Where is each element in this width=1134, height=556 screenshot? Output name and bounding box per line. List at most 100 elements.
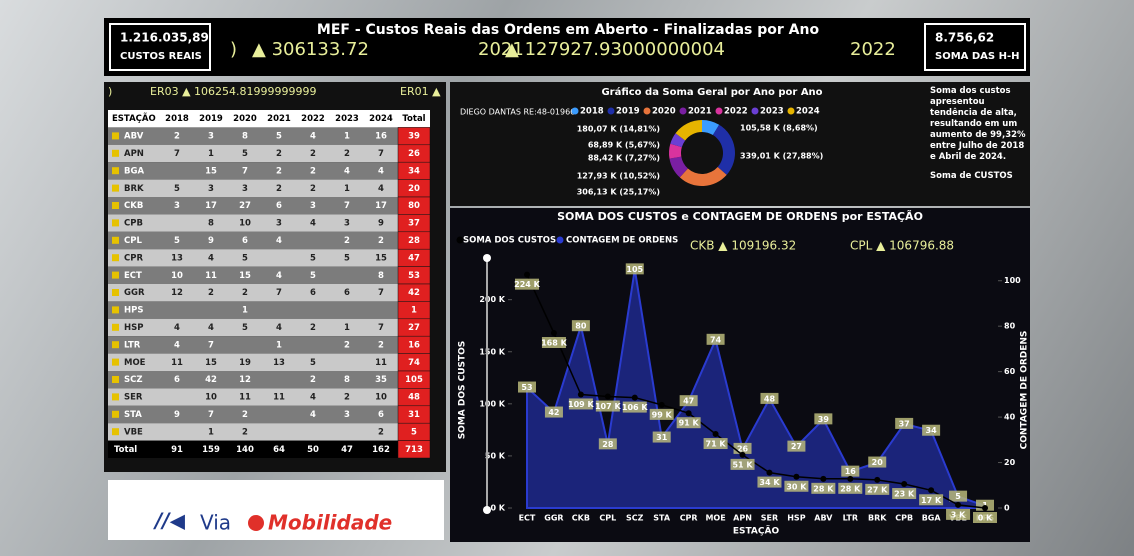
table-cell: 4: [310, 393, 316, 403]
table-cell: 91: [171, 445, 183, 455]
table-cell: LTR: [124, 340, 141, 350]
expand-icon: [112, 324, 119, 331]
axis-title: ESTAÇÃO: [733, 526, 780, 537]
x-tick-label: CPL: [599, 514, 616, 523]
table-cell: 1: [276, 340, 282, 350]
table-cell: 5: [276, 132, 282, 142]
table-cell: GGR: [124, 288, 145, 298]
data-label: 20: [872, 458, 884, 467]
chart-title: SOMA DOS CUSTOS e CONTAGEM DE ORDENS por…: [557, 210, 923, 223]
table-cell: 2: [276, 184, 282, 194]
table-cell: 47: [408, 253, 420, 263]
chart-title: Gráfico da Soma Geral por Ano por Ano: [601, 86, 822, 98]
data-label: 28 K: [840, 484, 861, 493]
line-point: [686, 410, 692, 416]
data-label: 5: [955, 492, 961, 501]
table-cell: 4: [208, 253, 214, 263]
data-label: 3 K: [951, 510, 966, 519]
expand-icon: [112, 150, 119, 157]
table-cell: 11: [171, 358, 183, 368]
table-cell: 9: [174, 410, 180, 420]
x-tick-label: SCZ: [626, 514, 644, 523]
table-cell: 8: [344, 375, 350, 385]
legend-swatch: [557, 237, 564, 244]
x-tick-label: STA: [653, 514, 671, 523]
legend-swatch: [644, 108, 651, 115]
table-cell: 11: [205, 271, 217, 281]
table-cell: 53: [408, 271, 420, 281]
data-label: 48: [764, 394, 776, 403]
table-cell: 1: [208, 427, 214, 437]
table-cell: MOE: [124, 358, 146, 368]
line-point: [605, 394, 611, 400]
table-cell: 105: [405, 375, 423, 385]
table-cell: 4: [174, 340, 180, 350]
data-label: 37: [899, 419, 910, 428]
axis-title: CONTAGEM DE ORDENS: [1020, 331, 1030, 450]
data-label: 39: [818, 415, 830, 424]
table-cell: HSP: [124, 323, 143, 333]
table-cell: 2: [174, 132, 180, 142]
table-cell: 1: [208, 149, 214, 159]
table-cell: 2: [242, 410, 248, 420]
table-cell: STA: [124, 410, 142, 420]
table-cell: 1: [344, 184, 350, 194]
x-tick-label: CPR: [680, 514, 698, 523]
data-label: 168 K: [541, 339, 567, 348]
ticker-text: CPL ▲ 106796.88: [850, 239, 954, 253]
table-cell: HPS: [124, 306, 143, 316]
data-label: 88,42 K (7,27%): [588, 154, 660, 163]
table-cell: 2: [344, 236, 350, 246]
card-label: SOMA DAS H-H: [935, 51, 1020, 62]
table-cell: 16: [375, 132, 387, 142]
expand-icon: [112, 359, 119, 366]
table-cell: 5: [174, 184, 180, 194]
table-cell: 2: [276, 166, 282, 176]
y-tick-label: 0 K: [490, 504, 505, 513]
data-label: 80: [575, 322, 587, 331]
x-tick-label: BGA: [922, 514, 942, 523]
line-point: [659, 402, 665, 408]
table-cell: 27: [239, 201, 251, 211]
line-point: [820, 476, 826, 482]
ticker-text: 2022: [850, 39, 896, 60]
data-label: 180,07 K (14,81%): [577, 125, 660, 134]
table-cell: 8: [378, 271, 384, 281]
table-cell: CPB: [124, 219, 143, 229]
x-tick-label: HSP: [787, 514, 805, 523]
legend-label: 2024: [796, 107, 820, 117]
table-cell: 4: [310, 132, 316, 142]
table-cell: 1: [411, 306, 417, 316]
table-cell: 5: [344, 253, 350, 263]
table-cell: 9: [378, 219, 384, 229]
card-value: 8.756,62: [935, 31, 994, 45]
logo-mark: //◀: [153, 509, 186, 533]
table-cell: 2: [378, 427, 384, 437]
title: MEF - Custos Reais das Ordens em Aberto …: [317, 22, 820, 38]
table-cell: 1: [242, 306, 248, 316]
y-tick-label: 100 K: [479, 399, 505, 408]
table-cell: VBE: [124, 427, 143, 437]
legend-swatch: [608, 108, 615, 115]
slider-handle: [483, 254, 491, 262]
table-cell: 5: [310, 253, 316, 263]
table-cell: 15: [375, 253, 387, 263]
table-cell: 5: [242, 323, 248, 333]
table-cell: 5: [310, 358, 316, 368]
author: DIEGO DANTAS RE:48-01966: [460, 108, 575, 117]
line-point: [793, 474, 799, 480]
column-header: Total: [402, 114, 425, 124]
table-cell: 12: [239, 375, 251, 385]
expand-icon: [112, 185, 119, 192]
expand-icon: [112, 237, 119, 244]
table-cell: 47: [341, 445, 353, 455]
table-cell: 2: [344, 340, 350, 350]
legend-label: 2018: [580, 107, 604, 117]
table-cell: 3: [208, 184, 214, 194]
column-header: 2018: [165, 114, 189, 124]
table-cell: 19: [239, 358, 251, 368]
table-cell: 9: [208, 236, 214, 246]
x-tick-label: ECT: [519, 514, 536, 523]
table-cell: 7: [276, 288, 282, 298]
axis-title: SOMA DOS CUSTOS: [458, 341, 468, 440]
